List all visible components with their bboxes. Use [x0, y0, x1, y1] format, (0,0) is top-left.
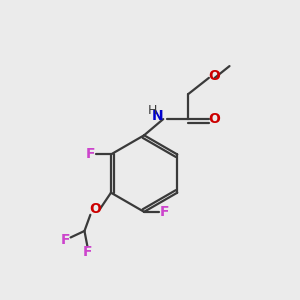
Text: F: F — [61, 233, 70, 247]
Text: O: O — [208, 112, 220, 126]
Text: F: F — [83, 244, 92, 259]
Text: H: H — [147, 104, 157, 117]
Text: F: F — [85, 147, 95, 161]
Text: F: F — [160, 205, 169, 219]
Text: N: N — [152, 109, 164, 122]
Text: O: O — [208, 69, 220, 83]
Text: O: O — [89, 202, 101, 216]
